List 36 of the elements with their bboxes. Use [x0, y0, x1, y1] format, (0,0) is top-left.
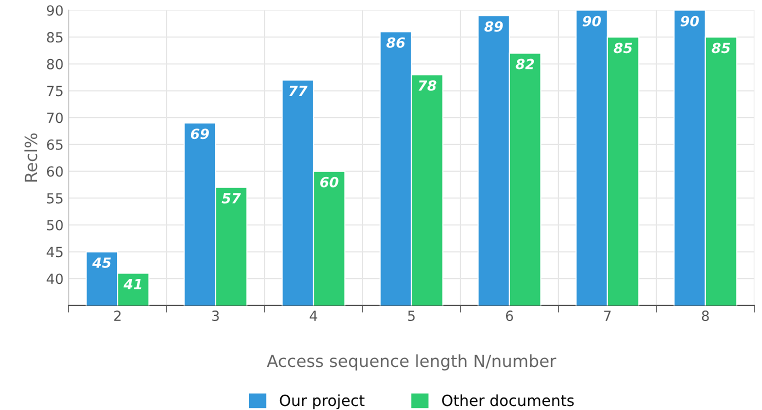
y-axis-title: Recl%	[24, 133, 38, 182]
data-label: 69	[190, 128, 209, 140]
y-tick-label: 50	[47, 220, 63, 230]
data-label: 78	[418, 80, 436, 91]
data-label: 77	[289, 86, 308, 96]
y-tick-label: 70	[47, 112, 63, 124]
data-label: 85	[712, 42, 730, 54]
legend-label: Other documents	[442, 394, 574, 406]
y-tick-label: 45	[46, 246, 63, 258]
data-label: 89	[484, 21, 503, 32]
x-tick-label: 3	[212, 310, 219, 322]
legend-label: Our project	[280, 394, 364, 410]
data-label: 41	[124, 279, 142, 290]
x-axis-title: Access sequence length N/number	[266, 354, 556, 370]
data-label: 57	[222, 193, 241, 204]
x-tick-label: 2	[114, 310, 121, 321]
y-tick-label: 80	[46, 58, 63, 70]
y-tick-label: 40	[46, 274, 63, 284]
y-tick-label: 60	[47, 166, 63, 177]
x-tick-label: 4	[310, 310, 318, 321]
data-label: 85	[614, 42, 632, 54]
data-label: 82	[516, 58, 534, 70]
data-label: 86	[386, 37, 405, 48]
y-tick-label: 85	[46, 32, 63, 43]
data-label: 45	[92, 258, 111, 268]
data-label: 60	[320, 176, 338, 188]
x-tick-label: 6	[506, 310, 513, 322]
data-label: 90	[680, 16, 699, 26]
x-tick-label: 8	[702, 310, 709, 322]
y-tick-label: 65	[47, 139, 63, 150]
data-label: 90	[582, 16, 601, 26]
y-tick-label: 75	[47, 86, 63, 96]
y-tick-label: 90	[46, 5, 63, 16]
y-tick-label: 55	[47, 193, 63, 204]
x-tick-label: 7	[604, 310, 611, 321]
x-tick-label: 5	[408, 310, 415, 322]
